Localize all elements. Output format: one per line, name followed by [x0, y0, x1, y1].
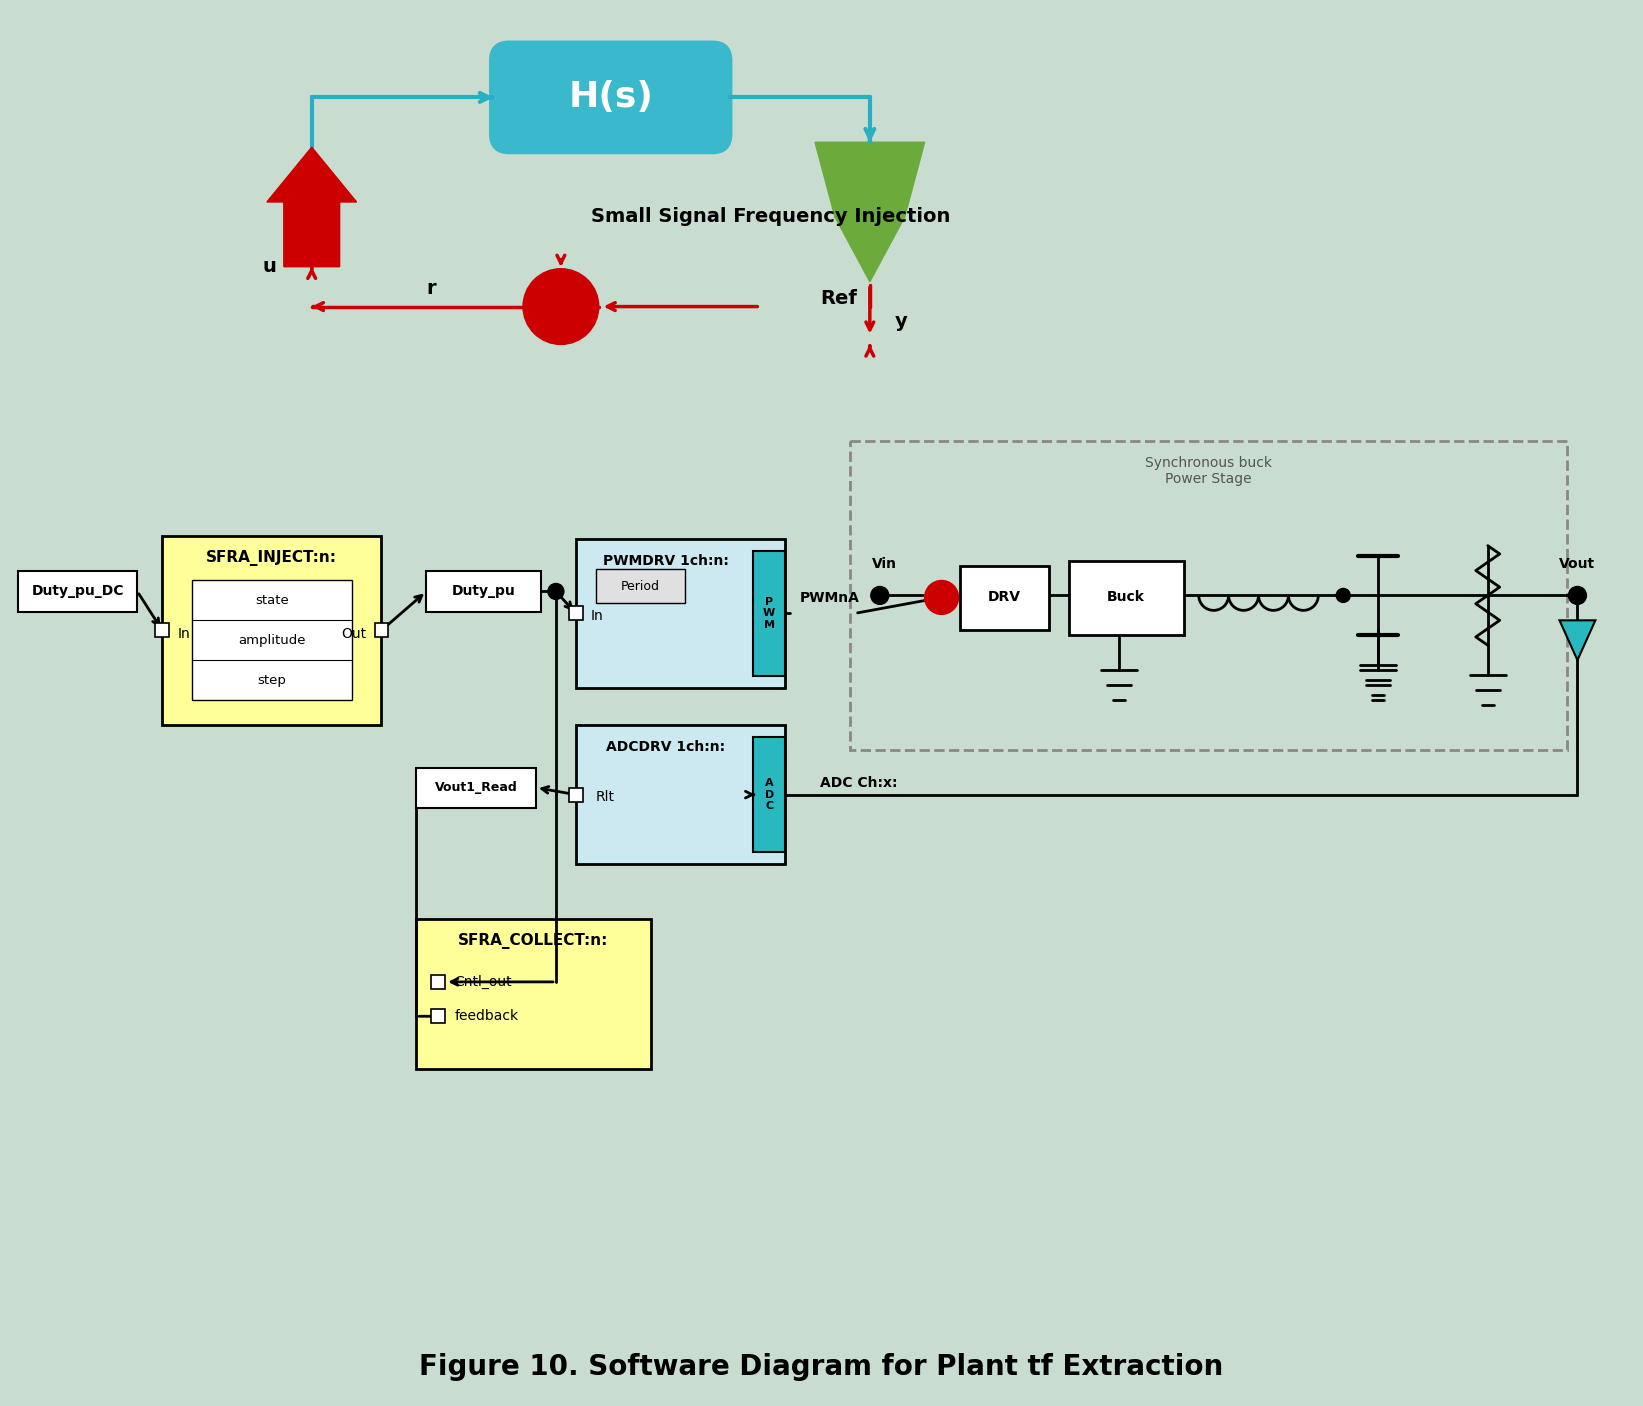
Text: ADCDRV 1ch:n:: ADCDRV 1ch:n: — [606, 740, 725, 754]
Circle shape — [522, 269, 598, 344]
Text: A
D
C: A D C — [764, 778, 774, 811]
Bar — [1070, 561, 1183, 636]
Bar — [432, 974, 445, 988]
Polygon shape — [266, 148, 357, 267]
Text: PWMDRV 1ch:n:: PWMDRV 1ch:n: — [603, 554, 728, 568]
Text: SFRA_INJECT:n:: SFRA_INJECT:n: — [207, 550, 337, 565]
Text: Out: Out — [342, 627, 366, 641]
Circle shape — [1569, 586, 1587, 605]
Polygon shape — [815, 142, 925, 217]
Bar — [154, 623, 169, 637]
Bar — [752, 551, 785, 676]
Bar — [416, 920, 651, 1069]
Circle shape — [871, 586, 889, 605]
Text: Vout: Vout — [1559, 557, 1595, 571]
Text: Rlt: Rlt — [596, 790, 614, 804]
Bar — [960, 565, 1050, 630]
Bar — [426, 571, 541, 613]
Text: P
W
M: P W M — [762, 596, 775, 630]
Text: In: In — [177, 627, 191, 641]
Text: Period: Period — [621, 579, 660, 593]
Text: Figure 10. Software Diagram for Plant tf Extraction: Figure 10. Software Diagram for Plant tf… — [419, 1354, 1224, 1381]
Text: In: In — [591, 609, 603, 623]
Bar — [849, 441, 1567, 749]
Text: r: r — [427, 280, 435, 298]
Bar — [575, 538, 785, 688]
Text: H(s): H(s) — [568, 80, 654, 114]
Bar — [596, 568, 685, 603]
Text: ADC Ch:x:: ADC Ch:x: — [820, 776, 897, 790]
Text: Duty_pu: Duty_pu — [452, 585, 514, 599]
Polygon shape — [1559, 620, 1595, 661]
Text: feedback: feedback — [453, 1010, 519, 1024]
Text: y: y — [895, 312, 907, 330]
Text: DRV: DRV — [987, 591, 1020, 605]
Text: Duty_pu_DC: Duty_pu_DC — [31, 585, 123, 599]
Circle shape — [1336, 589, 1351, 602]
Text: Small Signal Frequency Injection: Small Signal Frequency Injection — [591, 208, 950, 226]
Text: PWMnA: PWMnA — [800, 592, 859, 606]
Bar — [568, 606, 583, 620]
Bar — [375, 623, 388, 637]
Circle shape — [925, 581, 958, 614]
Text: u: u — [263, 257, 278, 276]
Text: step: step — [258, 673, 286, 686]
Bar — [192, 581, 352, 700]
Text: Vout1_Read: Vout1_Read — [435, 782, 518, 794]
Text: amplitude: amplitude — [238, 634, 306, 647]
Bar — [575, 725, 785, 865]
Circle shape — [547, 583, 564, 599]
Text: Buck: Buck — [1107, 591, 1145, 605]
Text: Ref: Ref — [820, 290, 858, 308]
Text: Synchronous buck
Power Stage: Synchronous buck Power Stage — [1145, 456, 1272, 486]
Bar — [416, 768, 536, 807]
FancyBboxPatch shape — [491, 42, 729, 152]
Bar — [18, 571, 138, 613]
Text: Vin: Vin — [872, 557, 897, 571]
Text: state: state — [255, 593, 289, 607]
Text: SFRA_COLLECT:n:: SFRA_COLLECT:n: — [458, 934, 608, 949]
Text: Cntl_out: Cntl_out — [453, 974, 513, 988]
Bar — [432, 1010, 445, 1024]
Bar — [163, 536, 381, 725]
Bar — [568, 787, 583, 801]
Bar — [752, 737, 785, 852]
Polygon shape — [835, 217, 905, 281]
